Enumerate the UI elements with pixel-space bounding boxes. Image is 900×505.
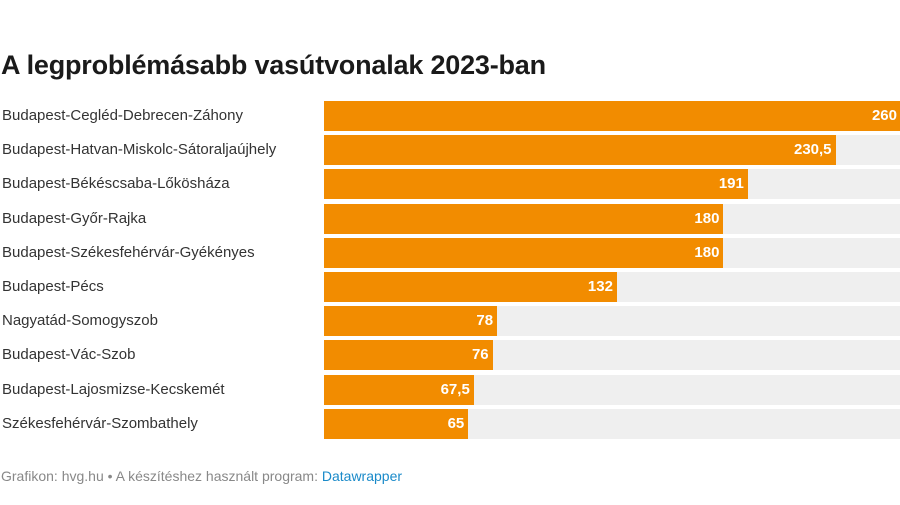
datawrapper-link[interactable]: Datawrapper [321,468,403,484]
bar-chart: Budapest-Cegléd-Debrecen-Záhony 260 Budape… [0,101,900,443]
bar: 132 [324,271,617,302]
bar-track: 180 [324,237,900,268]
footer-source: Grafikon: hvg.hu [1,468,104,484]
category-label: Budapest-Cegléd-Debrecen-Záhony [2,107,243,124]
bar-row: Budapest-Győr-Rajka 180 [0,203,900,238]
bar-track: 180 [324,203,900,234]
footer-separator: • [103,468,116,484]
bar-track: 67,5 [324,374,900,405]
value-label: 230,5 [793,141,832,159]
bar: 76 [324,340,493,371]
bar-row: Nagyatád-Somogyszob 78 [0,306,900,340]
category-label: Budapest-Székesfehérvár-Gyékényes [2,243,255,261]
category-label: Budapest-Győr-Rajka [2,209,147,227]
bar: 180 [324,237,724,268]
bar-track: 65 [324,408,900,439]
value-label: 76 [471,346,489,364]
value-label: 191 [718,175,744,193]
bar-row: Budapest-Vác-Szob 76 [0,340,900,374]
bar-row: Budapest-Cegléd-Debrecen-Záhony 260 [0,101,900,135]
category-label: Nagyatád-Somogyszob [2,312,158,330]
value-label: 67,5 [440,380,470,398]
value-label: 180 [694,209,720,227]
bar: 180 [324,203,724,234]
bar: 67,5 [324,374,474,405]
bar-row: Budapest-Székesfehérvár-Gyékényes 180 [0,237,900,272]
value-label: 132 [587,277,613,295]
bar: 191 [324,169,748,200]
value-label: 65 [447,414,465,432]
bar: 78 [324,306,498,337]
chart-footer: Grafikon: hvg.hu • A készítéshez használ… [1,468,402,484]
bar-row: Budapest-Lajosmizse-Kecskemét 67,5 [0,374,900,409]
chart-title: A legproblémásabb vasútvonalak 2023-ban [1,50,546,80]
bar-row: Budapest-Békéscsaba-Lőkösháza 191 [0,169,900,203]
bar-row: Budapest-Pécs 132 [0,271,900,306]
category-label: Budapest-Békéscsaba-Lőkösháza [2,175,230,193]
bar-track: 76 [324,340,900,371]
bar-track: 260 [324,101,900,131]
category-label: Budapest-Lajosmizse-Kecskemét [2,380,225,398]
bar-row: Székesfehérvár-Szombathely 65 [0,408,900,443]
category-label: Székesfehérvár-Szombathely [2,414,198,432]
bar-row: Budapest-Hatvan-Miskolc-Sátoraljaújhely 2… [0,135,900,169]
bar: 230,5 [324,135,836,166]
bar-track: 78 [324,306,900,337]
value-label: 78 [476,312,494,330]
category-label: Budapest-Hatvan-Miskolc-Sátoraljaújhely [2,141,277,159]
value-label: 180 [694,243,720,261]
footer-tool-text: A készítéshez használt program: [115,468,322,484]
bar: 65 [324,408,469,439]
bar: 260 [324,101,900,131]
bar-track: 132 [324,271,900,302]
category-label: Budapest-Vác-Szob [2,346,136,364]
value-label: 260 [871,107,897,124]
bar-track: 191 [324,169,900,200]
category-label: Budapest-Pécs [2,277,104,295]
bar-track: 230,5 [324,135,900,166]
